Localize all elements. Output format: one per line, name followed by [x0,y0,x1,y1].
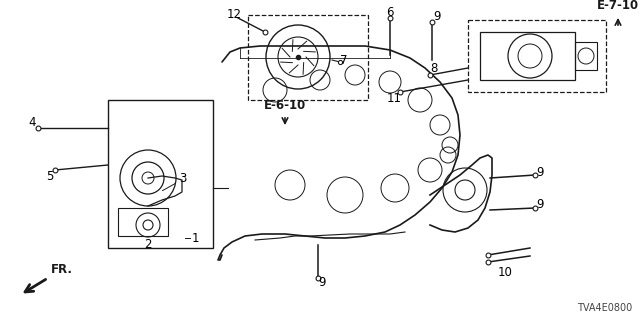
Text: 4: 4 [28,116,36,129]
Text: 9: 9 [536,165,544,179]
Text: 8: 8 [430,61,438,75]
Text: 2: 2 [144,237,152,251]
Text: E-6-10: E-6-10 [264,99,306,112]
Text: 11: 11 [387,92,401,105]
Text: FR.: FR. [51,263,73,276]
Text: E-7-10: E-7-10 [597,0,639,12]
Text: 1: 1 [191,231,199,244]
Text: 5: 5 [46,171,54,183]
Bar [118,208,168,236]
Text: 9: 9 [318,276,326,290]
Text: TVA4E0800: TVA4E0800 [577,303,632,313]
Text: 9: 9 [536,198,544,212]
Bar [248,15,368,100]
Text: 12: 12 [227,7,241,20]
Text: 9: 9 [433,10,441,22]
Text: 10: 10 [497,266,513,278]
Bar [468,20,606,92]
Bar [575,42,597,70]
Text: 6: 6 [387,5,394,19]
Text: 3: 3 [179,172,187,185]
Text: 7: 7 [340,53,348,67]
Bar [108,100,213,248]
Bar [480,32,575,80]
